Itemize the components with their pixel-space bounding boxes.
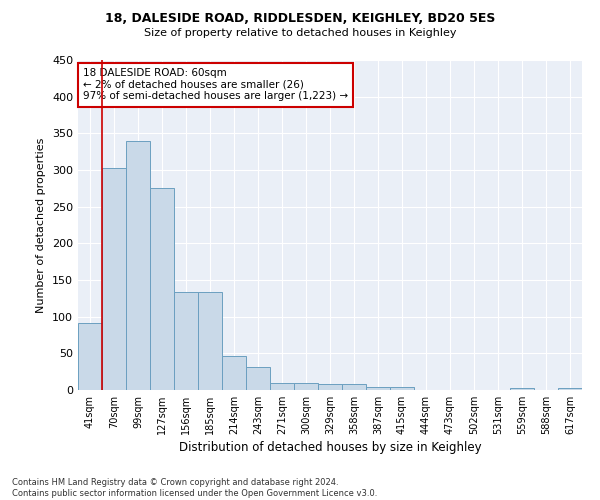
Bar xyxy=(391,387,413,390)
Bar xyxy=(295,382,317,390)
Bar xyxy=(511,388,533,390)
Bar xyxy=(79,322,101,390)
Text: Size of property relative to detached houses in Keighley: Size of property relative to detached ho… xyxy=(144,28,456,38)
Bar xyxy=(127,140,149,390)
Text: Contains HM Land Registry data © Crown copyright and database right 2024.
Contai: Contains HM Land Registry data © Crown c… xyxy=(12,478,377,498)
Y-axis label: Number of detached properties: Number of detached properties xyxy=(37,138,46,312)
X-axis label: Distribution of detached houses by size in Keighley: Distribution of detached houses by size … xyxy=(179,441,481,454)
Bar xyxy=(103,168,125,390)
Bar xyxy=(247,368,269,390)
Bar xyxy=(199,292,221,390)
Text: 18 DALESIDE ROAD: 60sqm
← 2% of detached houses are smaller (26)
97% of semi-det: 18 DALESIDE ROAD: 60sqm ← 2% of detached… xyxy=(83,68,348,102)
Bar xyxy=(559,388,581,390)
Bar xyxy=(271,382,293,390)
Bar xyxy=(151,188,173,390)
Bar xyxy=(223,356,245,390)
Bar xyxy=(319,384,341,390)
Text: 18, DALESIDE ROAD, RIDDLESDEN, KEIGHLEY, BD20 5ES: 18, DALESIDE ROAD, RIDDLESDEN, KEIGHLEY,… xyxy=(105,12,495,26)
Bar xyxy=(175,292,197,390)
Bar xyxy=(343,384,365,390)
Bar xyxy=(367,387,389,390)
